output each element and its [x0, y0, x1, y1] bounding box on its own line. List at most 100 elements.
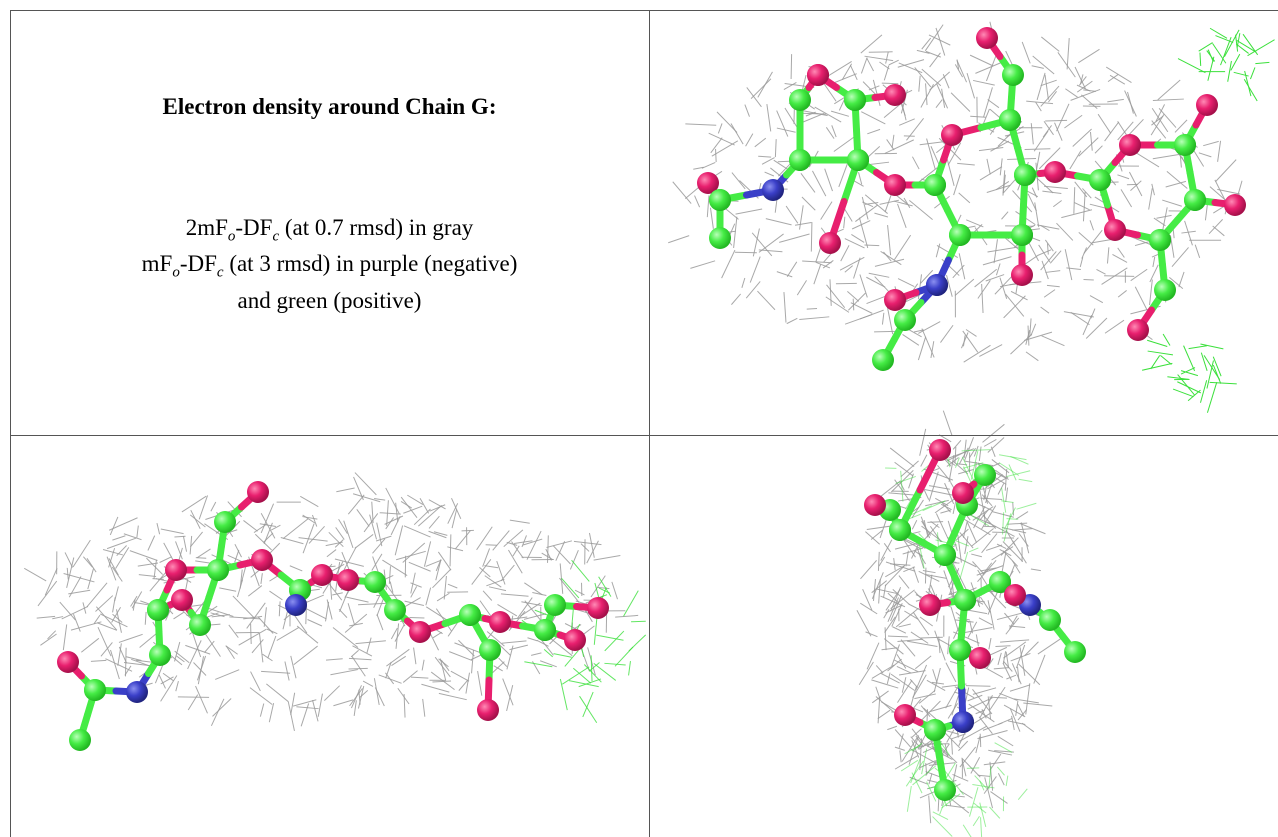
mesh-line — [524, 662, 552, 667]
mesh-line — [466, 673, 470, 694]
mesh-line — [668, 236, 689, 243]
mesh-line — [1073, 129, 1092, 147]
mesh-line — [1096, 269, 1105, 274]
mesh-line — [673, 182, 691, 204]
mesh-line — [132, 591, 142, 608]
mesh-line — [373, 539, 386, 554]
mesh-line — [1064, 312, 1094, 317]
mesh-line — [690, 261, 715, 269]
mesh-line — [138, 563, 158, 566]
mesh-line — [1083, 315, 1092, 335]
atom — [165, 559, 187, 581]
mesh-line — [73, 540, 90, 567]
mesh-line — [899, 624, 911, 627]
mesh-line — [599, 577, 611, 597]
mesh-line — [903, 334, 919, 345]
atom — [952, 711, 974, 733]
atom — [934, 544, 956, 566]
caption-line: 2mFo-DFc (at 0.7 rmsd) in gray — [10, 215, 649, 246]
atom — [1149, 229, 1171, 251]
mesh-line — [527, 638, 537, 641]
mesh-line — [952, 696, 959, 716]
mesh-line — [377, 614, 383, 630]
mesh-line — [450, 534, 451, 566]
mesh-line — [1150, 265, 1158, 282]
mesh-line — [980, 734, 981, 747]
mesh-line — [929, 72, 949, 90]
mesh-line — [966, 686, 991, 687]
mesh-line — [1074, 187, 1075, 214]
mesh-line — [957, 60, 967, 82]
mesh-line — [283, 519, 308, 539]
mesh-line — [277, 627, 299, 640]
mesh-line — [1041, 37, 1059, 51]
mesh-line — [1158, 80, 1181, 100]
caption-line: and green (positive) — [10, 288, 649, 314]
mesh-line — [403, 671, 417, 683]
page: Electron density around Chain G: 2mFo-DF… — [0, 0, 1278, 837]
mesh-line — [802, 197, 815, 210]
mesh-line — [418, 505, 441, 526]
atom — [926, 274, 948, 296]
mesh-line — [1135, 287, 1147, 310]
mesh-line — [875, 259, 904, 266]
mesh-line — [1009, 464, 1016, 480]
atom — [1089, 169, 1111, 191]
mesh-line — [1163, 334, 1170, 345]
mesh-line — [994, 668, 1009, 669]
mesh-line — [212, 698, 231, 716]
atom — [214, 511, 236, 533]
mesh-line — [404, 526, 431, 537]
atom — [459, 604, 481, 626]
mesh-line — [937, 465, 950, 481]
mesh-line — [87, 558, 96, 572]
atom — [285, 594, 307, 616]
caption-line: mFo-DFc (at 3 rmsd) in purple (negative) — [10, 251, 649, 282]
mesh-line — [1170, 235, 1174, 258]
mesh-line — [333, 627, 358, 647]
atom — [884, 289, 906, 311]
mesh-line — [990, 792, 1007, 804]
mesh-line — [735, 252, 757, 253]
mesh-line — [1067, 38, 1069, 69]
mesh-line — [899, 671, 925, 675]
mesh-line — [326, 602, 329, 621]
mesh-line — [946, 663, 956, 682]
mesh-line — [959, 193, 970, 203]
mesh-line — [489, 587, 506, 591]
mesh-line — [1160, 355, 1171, 364]
mesh-line — [787, 262, 797, 277]
mesh-line — [1065, 89, 1077, 97]
mesh-line — [354, 700, 356, 716]
mesh-line — [998, 653, 1001, 665]
mesh-line — [922, 701, 941, 720]
mesh-line — [235, 550, 239, 562]
mesh-line — [957, 163, 975, 165]
mesh-line — [243, 520, 257, 531]
mesh-line — [449, 652, 472, 661]
mesh-line — [734, 217, 737, 248]
atom — [954, 589, 976, 611]
atom — [924, 174, 946, 196]
mesh-line — [125, 648, 126, 677]
mesh-line — [348, 495, 364, 514]
mesh-line — [973, 688, 996, 695]
mesh-line — [869, 273, 889, 277]
mesh-line — [493, 531, 510, 551]
mesh-line — [821, 202, 832, 220]
mesh-line — [890, 448, 914, 467]
mesh-line — [352, 646, 371, 656]
mesh-line — [1006, 488, 1008, 503]
mesh-line — [107, 538, 136, 548]
mesh-line — [827, 285, 845, 308]
mesh-line — [860, 560, 876, 578]
mesh-line — [233, 596, 255, 618]
mesh-line — [853, 299, 854, 311]
mesh-line — [750, 257, 760, 283]
mesh-line — [112, 536, 125, 540]
mesh-line — [830, 279, 831, 306]
mesh-line — [973, 816, 979, 826]
mesh-line — [130, 551, 158, 561]
mesh-line — [882, 648, 898, 650]
atom — [884, 174, 906, 196]
